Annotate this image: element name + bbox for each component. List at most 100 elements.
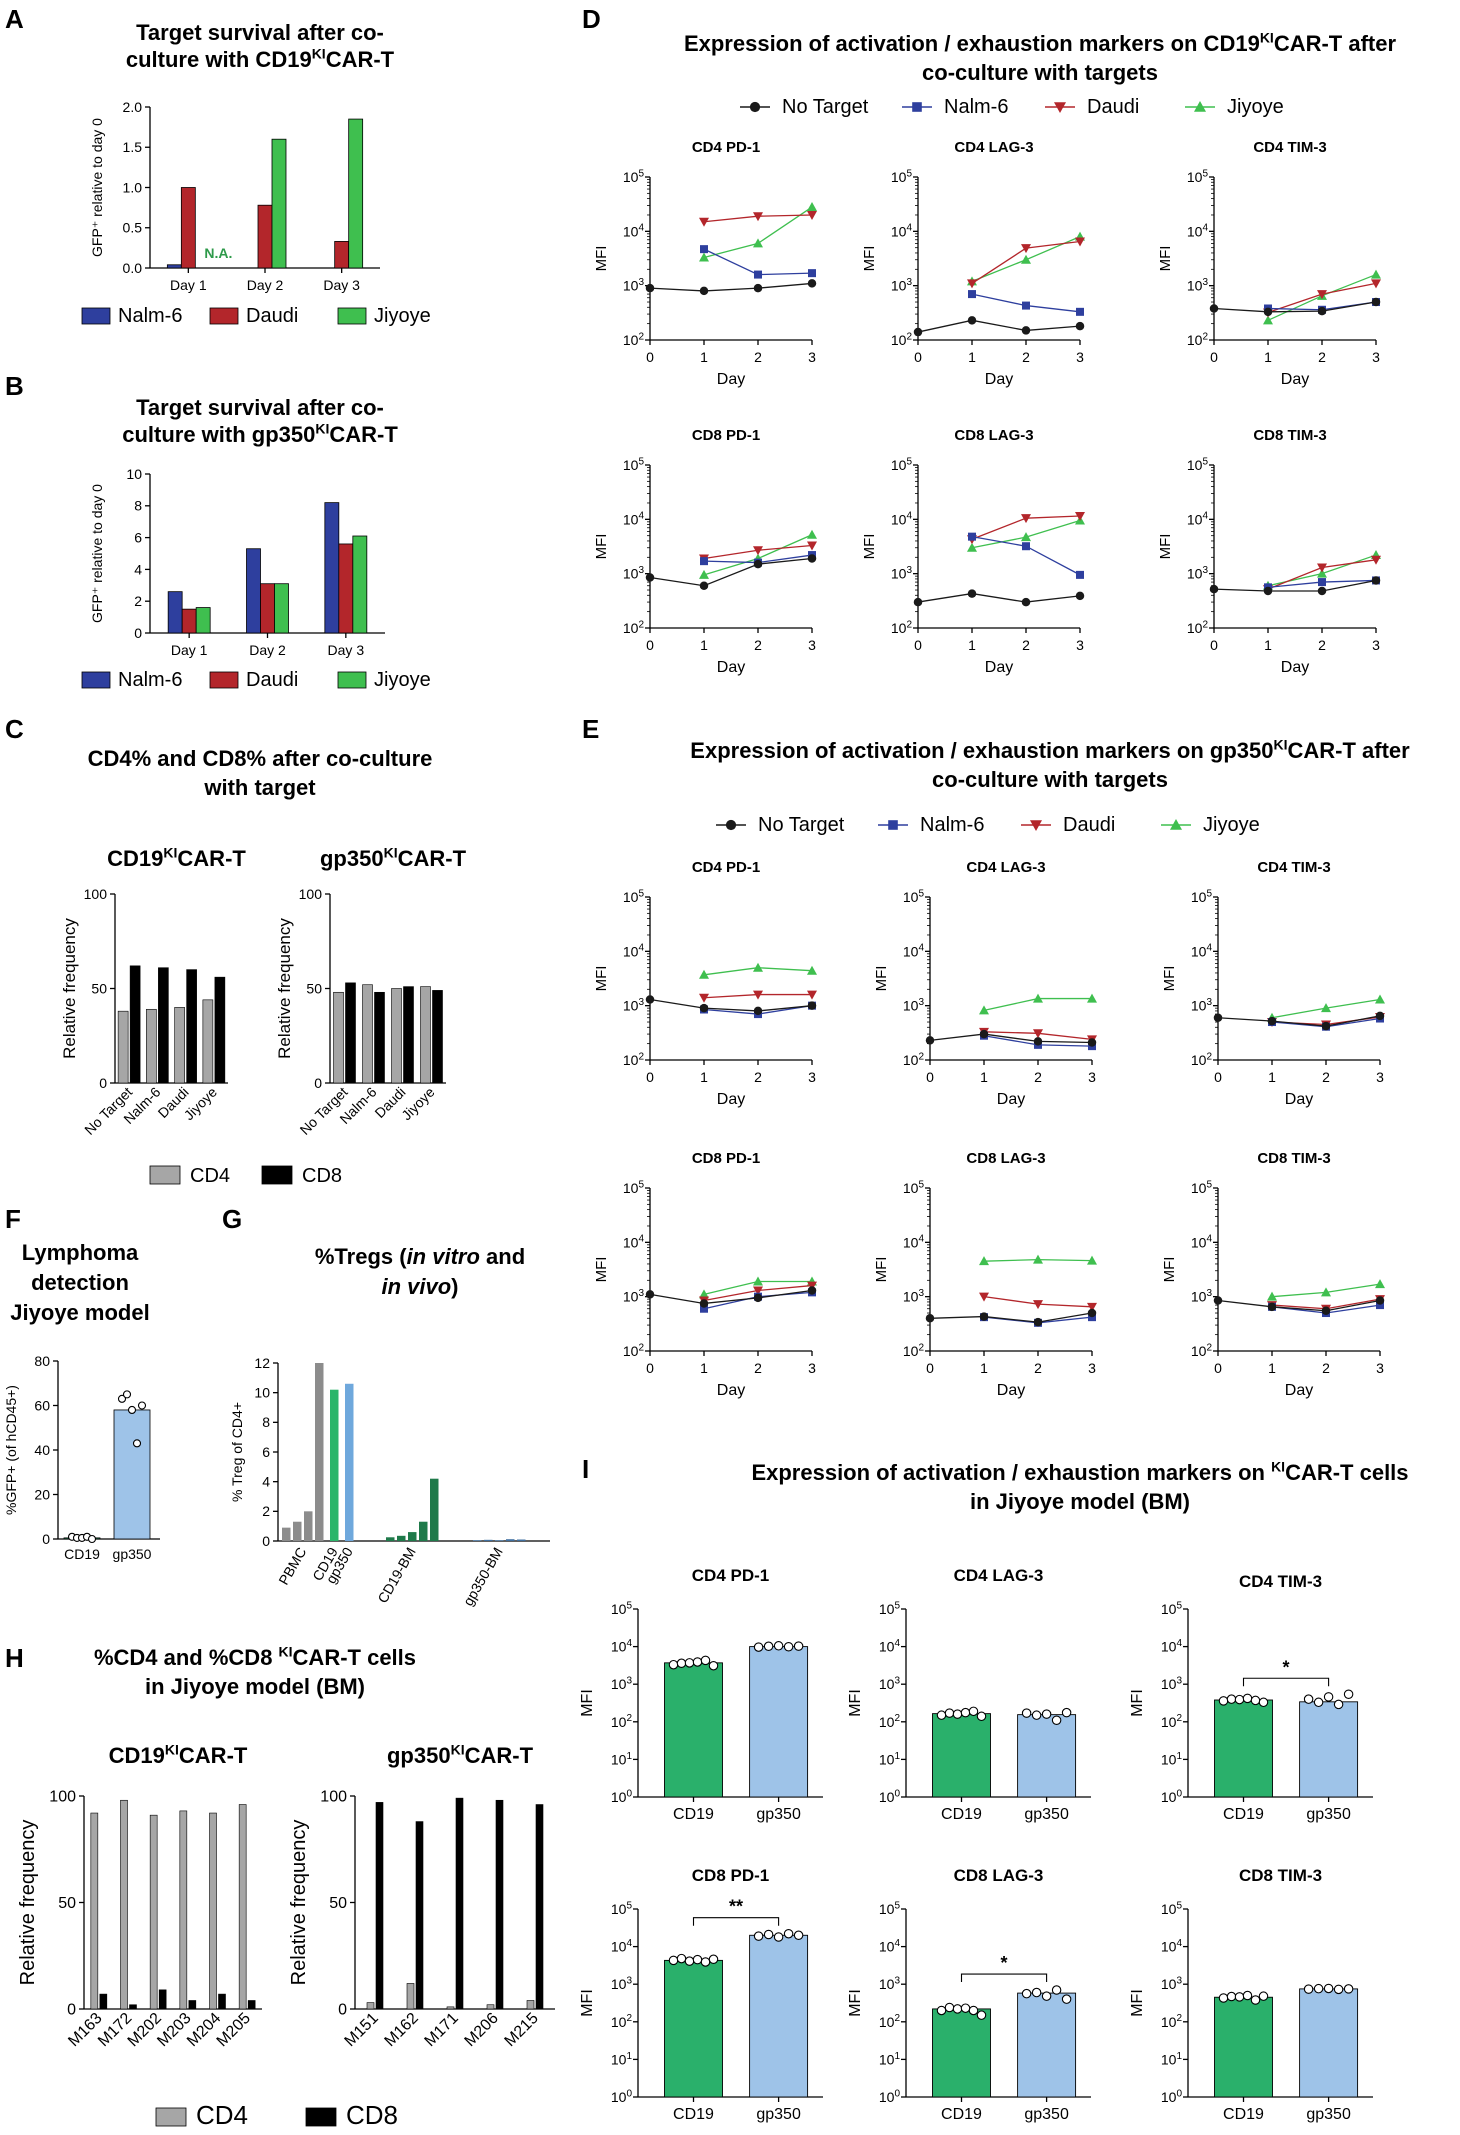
- data-point: [1333, 1984, 1344, 1995]
- point-daudi: [1317, 563, 1327, 573]
- point-jiyoye: [1087, 993, 1097, 1003]
- bar-daudi: [180, 187, 196, 269]
- y-axis-label: MFI: [593, 246, 610, 272]
- data-point: [668, 1659, 679, 1670]
- tick-label: 2: [754, 349, 762, 365]
- legend-swatch: [149, 1165, 181, 1185]
- y-axis-label: MFI: [861, 246, 878, 272]
- tick-label: 102: [623, 331, 645, 348]
- data-point: [952, 2004, 963, 2014]
- tick-label: 1: [700, 349, 708, 365]
- tick-label: 2: [1318, 637, 1326, 653]
- point-notarget: [925, 1036, 935, 1045]
- title-text: in Jiyoye model (BM): [145, 1674, 365, 1699]
- subplot-title: CD8 TIM-3: [1253, 427, 1326, 444]
- significance-label: *: [1001, 1953, 1008, 1973]
- point-daudi: [1075, 512, 1085, 522]
- legend-label: Nalm-6: [118, 669, 182, 691]
- data-point: [1021, 1988, 1032, 1999]
- bar-jiyoye: [352, 535, 368, 634]
- tick-label: Day 1: [171, 642, 208, 658]
- tick-label: 102: [623, 619, 645, 636]
- series-line: [917, 319, 1081, 333]
- bar-treg: [282, 1527, 291, 1541]
- tick-label: 104: [1187, 223, 1209, 240]
- tick-label: 0: [1210, 637, 1218, 653]
- x-axis-label: Day: [997, 1091, 1025, 1108]
- title-text: Target survival after co-: [136, 20, 384, 45]
- tick-label: 105: [1187, 456, 1209, 473]
- tick-label: 3: [1088, 1360, 1096, 1376]
- data-point: [773, 1932, 784, 1942]
- bar-gp350: [113, 1409, 151, 1540]
- data-point: [127, 1405, 137, 1414]
- point-notarget: [1213, 1296, 1223, 1305]
- point-nalm6: [700, 1304, 708, 1313]
- data-point: [1061, 1994, 1072, 2004]
- subplot-title: CD4 PD-1: [692, 1566, 769, 1585]
- tick-label: 102: [879, 2013, 901, 2030]
- point-notarget: [807, 1286, 817, 1295]
- series-line: [649, 1289, 813, 1305]
- bar-cd4: [486, 2004, 495, 2010]
- legend-swatch: [209, 671, 239, 689]
- tick-label: 104: [879, 1938, 901, 1955]
- x-axis-label: Day: [1285, 1091, 1313, 1108]
- tick-label: 103: [1187, 277, 1209, 294]
- subplot-title: CD8 PD-1: [692, 427, 760, 444]
- title-text: %CD4 and %CD8 KICAR-T cells: [94, 1644, 416, 1670]
- legend-swatch: [155, 2107, 187, 2127]
- subplot-title: CD4 TIM-3: [1257, 859, 1330, 876]
- legend-label: Daudi: [1087, 96, 1139, 118]
- bar-cd4: [446, 2006, 455, 2010]
- legend-label: CD4: [190, 1165, 230, 1187]
- tick-label: 100: [84, 886, 108, 902]
- point-notarget: [1371, 576, 1381, 585]
- legend-label: CD8: [346, 2100, 398, 2130]
- bar-daudi: [338, 543, 354, 634]
- y-axis-label: MFI: [861, 534, 878, 560]
- bar-gp350: [1017, 1714, 1077, 1798]
- y-axis-label: GFP⁺ relative to day 0: [89, 118, 105, 257]
- x-axis-label: Day: [1281, 371, 1309, 388]
- title-text: CD19KICAR-T: [107, 845, 246, 871]
- data-point: [1258, 1991, 1269, 2001]
- data-point: [1242, 1693, 1253, 1704]
- tick-label: 100: [879, 2088, 901, 2105]
- tick-label: 3: [1076, 637, 1084, 653]
- tick-label: CD19: [64, 1546, 100, 1562]
- bar-cd4: [366, 2002, 375, 2010]
- data-point: [793, 1930, 804, 1941]
- x-axis-label: Day: [997, 1382, 1025, 1399]
- tick-label: gp350: [756, 1806, 801, 1823]
- tick-label: 102: [611, 1713, 633, 1730]
- subplot-title: CD4 PD-1: [692, 139, 760, 156]
- data-point: [1218, 1993, 1229, 2003]
- y-axis-label: %GFP+ (of hCD45+): [3, 1385, 19, 1515]
- tick-label: 104: [623, 943, 645, 960]
- series-line: [649, 282, 813, 292]
- bar-cd4: [238, 1804, 247, 2010]
- point-notarget: [925, 1314, 935, 1323]
- subplot-title: CD4 TIM-3: [1239, 1572, 1322, 1591]
- tick-label: 0: [1210, 349, 1218, 365]
- tick-label: 104: [611, 1938, 633, 1955]
- title-text: CD19KICAR-T: [109, 1742, 248, 1768]
- data-point: [1323, 1692, 1334, 1702]
- tick-label: 1: [968, 349, 976, 365]
- series-line: [649, 998, 813, 1012]
- title-text: %Tregs (in vitro and: [315, 1244, 525, 1269]
- tick-label: M206: [462, 2010, 502, 2050]
- bar-cd4: [209, 1812, 217, 2010]
- data-point: [668, 1955, 679, 1966]
- bar-cd8: [129, 965, 141, 1084]
- tick-label: 2: [1022, 349, 1030, 365]
- tick-label: 101: [1161, 2051, 1183, 2068]
- point-notarget: [1021, 326, 1031, 335]
- tick-label: 104: [1191, 943, 1213, 960]
- y-axis-label: Relative frequency: [288, 1820, 310, 1986]
- point-daudi: [753, 1286, 763, 1296]
- data-point: [783, 1642, 794, 1652]
- data-point: [122, 1390, 132, 1399]
- y-axis-label: MFI: [1161, 966, 1178, 992]
